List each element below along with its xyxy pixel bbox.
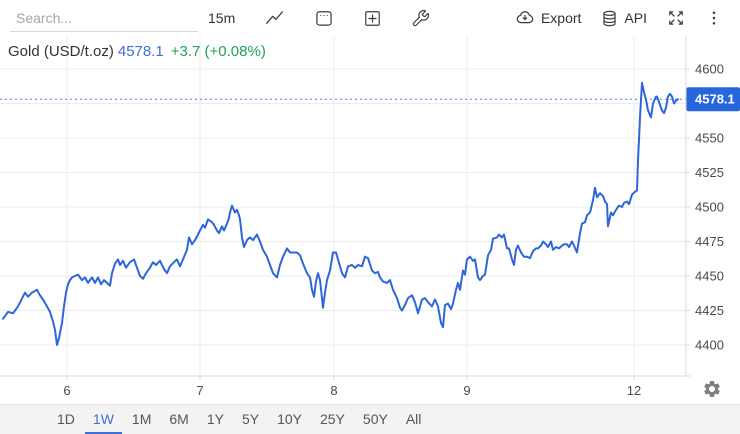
- tab-all[interactable]: All: [405, 411, 422, 427]
- gear-icon: [704, 380, 720, 397]
- y-axis-label: 4425: [695, 303, 724, 318]
- price-chart[interactable]: 6 7 8 9 12 4600 4550 4525 4500 4475 4450 4425 4400 45…: [0, 36, 740, 404]
- add-indicator-button[interactable]: [363, 9, 382, 28]
- interval-label: 15m: [208, 10, 236, 26]
- x-axis-label: 9: [463, 383, 470, 398]
- y-axis-label: 4525: [695, 165, 724, 180]
- tab-1d[interactable]: 1D: [57, 411, 75, 427]
- interval-button[interactable]: 15m: [208, 10, 235, 26]
- chart-type-button[interactable]: [264, 8, 285, 29]
- y-axis-label: 4600: [695, 62, 724, 77]
- chart-region: 6 7 8 9 12 4600 4550 4525 4500 4475 4450 4425 4400 45…: [0, 36, 740, 404]
- y-axis-label: 4550: [695, 131, 724, 146]
- current-price-tag: [686, 87, 740, 112]
- export-button[interactable]: Export: [514, 8, 581, 28]
- y-axis-label: 4500: [695, 200, 724, 215]
- fullscreen-button[interactable]: [666, 8, 686, 28]
- toolbar-center-group: 15m: [208, 8, 430, 29]
- x-axis-label: 6: [63, 383, 70, 398]
- api-button[interactable]: API: [600, 9, 647, 28]
- tab-1y[interactable]: 1Y: [206, 411, 224, 427]
- kebab-menu-icon: [712, 11, 716, 25]
- tab-1w[interactable]: 1W: [84, 407, 122, 434]
- tab-50y[interactable]: 50Y: [362, 411, 388, 427]
- chart-settings-button[interactable]: [700, 378, 724, 402]
- tab-10y[interactable]: 10Y: [277, 411, 302, 427]
- expand-icon: [669, 11, 683, 25]
- export-label: Export: [540, 10, 582, 26]
- toolbar: 15m: [0, 0, 740, 36]
- api-label: API: [624, 10, 647, 26]
- price-line: [2, 81, 679, 346]
- x-axis-label: 7: [196, 383, 203, 398]
- cloud-download-icon: [516, 11, 534, 24]
- tab-6m[interactable]: 6M: [169, 411, 189, 427]
- tab-1m[interactable]: 1M: [131, 411, 152, 427]
- wrench-icon: [413, 9, 430, 26]
- calendar-icon: [316, 11, 332, 26]
- plus-square-icon: [365, 10, 381, 26]
- y-axis-label: 4450: [695, 269, 724, 284]
- search-input[interactable]: [10, 4, 198, 32]
- y-axis-label: 4475: [695, 234, 724, 249]
- current-price-tag-label: 4578.1: [695, 92, 735, 107]
- tab-5y[interactable]: 5Y: [241, 411, 260, 427]
- range-tabs: 1D 1W 1M 6M 1Y 5Y 10Y 25Y 50Y All: [0, 404, 740, 434]
- line-chart-icon: [266, 10, 284, 24]
- tab-25y[interactable]: 25Y: [319, 411, 345, 427]
- database-icon: [603, 10, 617, 26]
- x-axis-label: 8: [330, 383, 337, 398]
- menu-button[interactable]: [705, 9, 723, 27]
- y-axis-label: 4400: [695, 338, 724, 353]
- x-axis-label: 12: [627, 383, 641, 398]
- search-wrap: [10, 4, 198, 32]
- tools-button[interactable]: [411, 9, 430, 28]
- calendar-button[interactable]: [314, 8, 334, 28]
- toolbar-right-group: Export API: [514, 8, 740, 28]
